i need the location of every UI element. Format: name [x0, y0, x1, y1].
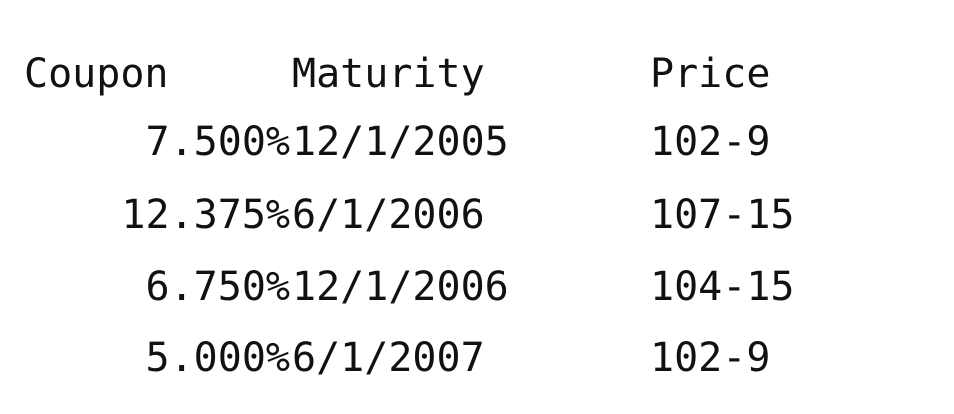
row-4-maturity: 6/1/2007	[292, 335, 485, 381]
row-3-maturity: 12/1/2006	[292, 264, 509, 310]
row-2-coupon: 12.375%	[121, 192, 290, 238]
row-3-price: 104-15	[650, 264, 795, 310]
header-maturity: Maturity	[292, 51, 485, 97]
row-2-price: 107-15	[650, 192, 795, 238]
row-4-coupon: 5.000%	[145, 335, 291, 381]
header-coupon: Coupon	[24, 51, 169, 97]
row-2-maturity: 6/1/2006	[292, 192, 485, 238]
row-3-coupon: 6.750%	[145, 264, 291, 310]
row-1-coupon: 7.500%	[145, 119, 291, 165]
row-1-maturity: 12/1/2005	[292, 119, 509, 165]
header-price: Price	[650, 51, 771, 97]
row-1-price: 102-9	[650, 119, 771, 165]
row-4-price: 102-9	[650, 335, 771, 381]
